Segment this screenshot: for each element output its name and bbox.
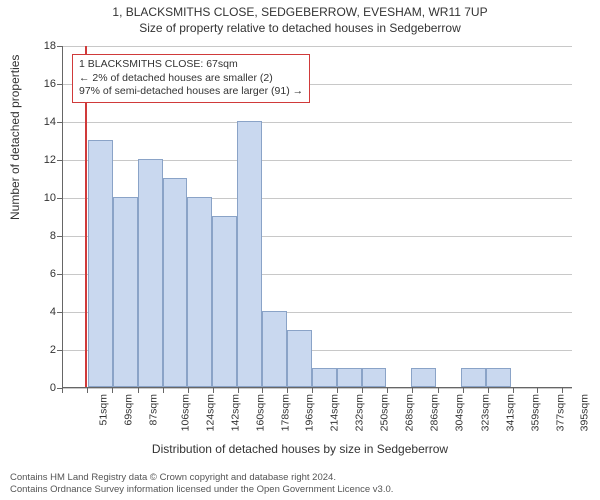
- ytick-label: 16: [16, 78, 56, 90]
- histogram-bar: [411, 368, 436, 387]
- xtick-mark: [562, 388, 563, 393]
- histogram-bar: [337, 368, 362, 387]
- histogram-bar: [312, 368, 337, 387]
- xtick-mark: [62, 388, 63, 393]
- ytick-label: 10: [16, 192, 56, 204]
- ytick-mark: [57, 46, 62, 47]
- ytick-mark: [57, 84, 62, 85]
- ytick-mark: [57, 236, 62, 237]
- title-line-1: 1, BLACKSMITHS CLOSE, SEDGEBERROW, EVESH…: [0, 4, 600, 20]
- ytick-label: 18: [16, 40, 56, 52]
- xtick-label: 268sqm: [403, 394, 415, 431]
- xtick-mark: [262, 388, 263, 393]
- xtick-mark: [188, 388, 189, 393]
- histogram-bar: [362, 368, 387, 387]
- annotation-line: 1 BLACKSMITHS CLOSE: 67sqm: [79, 58, 303, 72]
- ytick-label: 2: [16, 344, 56, 356]
- histogram-bar: [287, 330, 312, 387]
- xtick-mark: [163, 388, 164, 393]
- xtick-mark: [362, 388, 363, 393]
- xtick-mark: [287, 388, 288, 393]
- xtick-mark: [87, 388, 88, 393]
- xtick-mark: [488, 388, 489, 393]
- xtick-mark: [337, 388, 338, 393]
- xtick-label: 250sqm: [378, 394, 390, 431]
- xtick-label: 106sqm: [179, 394, 191, 431]
- histogram-bar: [461, 368, 486, 387]
- histogram-bar: [486, 368, 511, 387]
- xtick-mark: [238, 388, 239, 393]
- xtick-label: 395sqm: [579, 394, 591, 431]
- ytick-mark: [57, 198, 62, 199]
- xtick-label: 69sqm: [122, 394, 134, 426]
- histogram-bar: [163, 178, 188, 387]
- histogram-bar: [88, 140, 113, 387]
- xtick-label: 341sqm: [504, 394, 516, 431]
- xtick-mark: [213, 388, 214, 393]
- histogram-bar: [212, 216, 237, 387]
- chart-container: 1, BLACKSMITHS CLOSE, SEDGEBERROW, EVESH…: [0, 0, 600, 500]
- annotation-line: 97% of semi-detached houses are larger (…: [79, 85, 303, 99]
- xtick-mark: [138, 388, 139, 393]
- chart-title: 1, BLACKSMITHS CLOSE, SEDGEBERROW, EVESH…: [0, 4, 600, 36]
- xtick-mark: [312, 388, 313, 393]
- ytick-mark: [57, 274, 62, 275]
- xtick-mark: [387, 388, 388, 393]
- title-line-2: Size of property relative to detached ho…: [0, 20, 600, 36]
- ytick-mark: [57, 312, 62, 313]
- x-axis-label: Distribution of detached houses by size …: [0, 442, 600, 456]
- gridline-h: [63, 388, 572, 389]
- xtick-label: 51sqm: [98, 394, 110, 426]
- xtick-label: 87sqm: [147, 394, 159, 426]
- ytick-mark: [57, 350, 62, 351]
- footer-attribution: Contains HM Land Registry data © Crown c…: [10, 472, 393, 496]
- histogram-bar: [237, 121, 262, 387]
- xtick-mark: [463, 388, 464, 393]
- xtick-label: 323sqm: [479, 394, 491, 431]
- xtick-label: 286sqm: [428, 394, 440, 431]
- annotation-line: ← 2% of detached houses are smaller (2): [79, 72, 303, 86]
- ytick-label: 8: [16, 230, 56, 242]
- xtick-label: 142sqm: [229, 394, 241, 431]
- histogram-bar: [113, 197, 138, 387]
- xtick-label: 196sqm: [304, 394, 316, 431]
- xtick-mark: [513, 388, 514, 393]
- xtick-label: 377sqm: [554, 394, 566, 431]
- ytick-label: 4: [16, 306, 56, 318]
- xtick-label: 232sqm: [354, 394, 366, 431]
- ytick-mark: [57, 122, 62, 123]
- histogram-bar: [262, 311, 287, 387]
- xtick-label: 124sqm: [204, 394, 216, 431]
- xtick-mark: [112, 388, 113, 393]
- gridline-h: [63, 46, 572, 47]
- xtick-label: 178sqm: [279, 394, 291, 431]
- xtick-mark: [537, 388, 538, 393]
- histogram-bar: [138, 159, 163, 387]
- ytick-label: 14: [16, 116, 56, 128]
- ytick-label: 6: [16, 268, 56, 280]
- xtick-label: 160sqm: [254, 394, 266, 431]
- ytick-mark: [57, 160, 62, 161]
- xtick-label: 359sqm: [529, 394, 541, 431]
- xtick-label: 214sqm: [329, 394, 341, 431]
- footer-line-1: Contains HM Land Registry data © Crown c…: [10, 472, 393, 484]
- xtick-label: 304sqm: [453, 394, 465, 431]
- annotation-box: 1 BLACKSMITHS CLOSE: 67sqm← 2% of detach…: [72, 54, 310, 103]
- xtick-mark: [438, 388, 439, 393]
- xtick-mark: [412, 388, 413, 393]
- histogram-bar: [187, 197, 212, 387]
- ytick-label: 0: [16, 382, 56, 394]
- ytick-label: 12: [16, 154, 56, 166]
- gridline-h: [63, 122, 572, 123]
- footer-line-2: Contains Ordnance Survey information lic…: [10, 484, 393, 496]
